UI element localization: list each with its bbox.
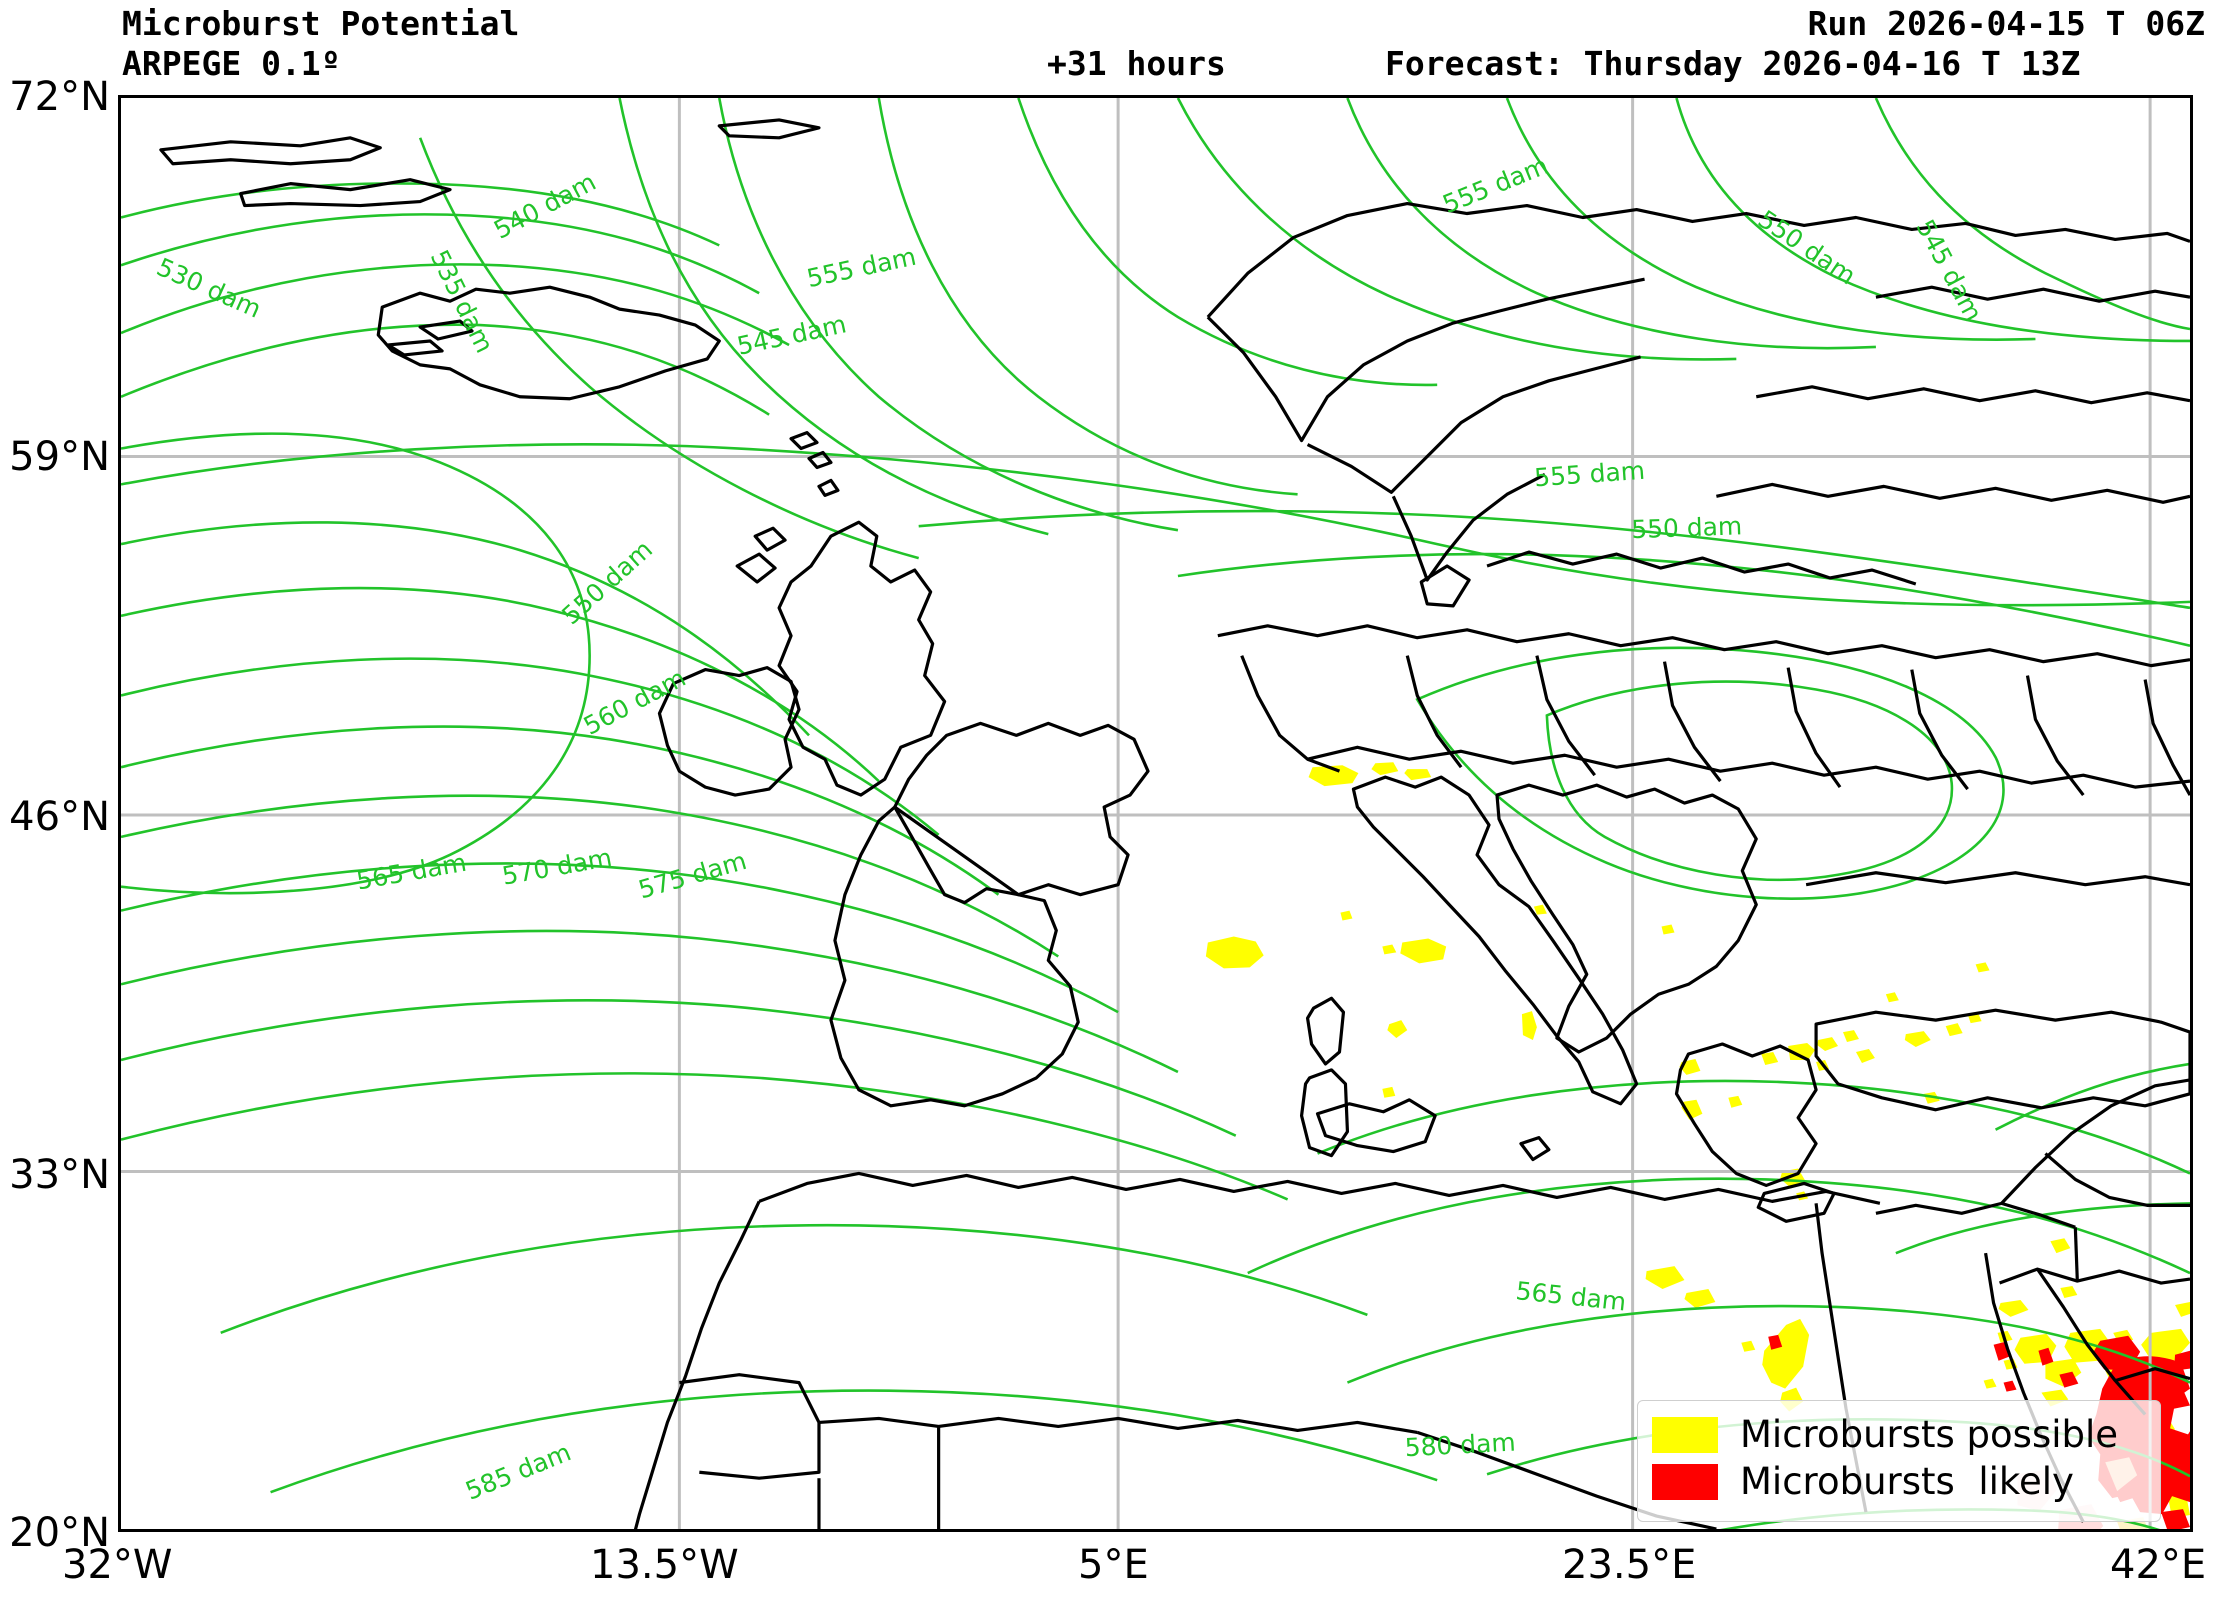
y-tick-20n: 20°N	[9, 1510, 110, 1556]
x-tick-235e: 23.5°E	[1562, 1542, 1697, 1588]
map-header: Microburst Potential ARPEGE 0.1º +31 hou…	[0, 0, 2233, 92]
x-tick-5e: 5°E	[1078, 1542, 1149, 1588]
y-tick-46n: 46°N	[9, 794, 110, 840]
contour-label: 550 dam	[1631, 511, 1743, 544]
x-tick-32w: 32°W	[62, 1542, 173, 1588]
coastlines-layer	[159, 118, 2190, 1529]
legend-item-possible: Microbursts possible	[1652, 1411, 2146, 1458]
y-tick-33n: 33°N	[9, 1152, 110, 1198]
forecast-time-label: Forecast: Thursday 2026-04-16 T 13Z	[1385, 44, 2081, 83]
contour-label: 545 dam	[734, 309, 848, 360]
contour-label: 575 dam	[635, 846, 750, 904]
lead-time-label: +31 hours	[1047, 44, 1226, 83]
contour-label: 555 dam	[804, 242, 918, 293]
contour-label: 560 dam	[579, 663, 691, 741]
legend-label-likely: Microbursts likely	[1740, 1460, 2074, 1503]
contour-labels: 530 dam 535 dam 540 dam 545 dam 555 dam …	[152, 151, 1988, 1506]
contour-label: 550 dam	[1753, 204, 1861, 290]
graticule	[121, 98, 2190, 1529]
contour-label: 550 dam	[556, 535, 658, 631]
map-plot-area[interactable]: 530 dam 535 dam 540 dam 545 dam 555 dam …	[118, 95, 2193, 1532]
yellow-swatch-icon	[1652, 1416, 1718, 1453]
page-title: Microburst Potential	[122, 4, 520, 43]
run-time-label: Run 2026-04-15 T 06Z	[1807, 4, 2205, 43]
x-tick-42e: 42°E	[2110, 1542, 2207, 1588]
map-svg: 530 dam 535 dam 540 dam 545 dam 555 dam …	[121, 98, 2190, 1529]
y-tick-59n: 59°N	[9, 434, 110, 480]
contour-lines	[121, 98, 2190, 1529]
red-swatch-icon	[1652, 1463, 1718, 1500]
map-legend: Microbursts possible Microbursts likely	[1637, 1400, 2161, 1522]
contour-label: 540 dam	[489, 167, 601, 245]
contour-label: 555 dam	[1533, 456, 1646, 493]
y-tick-72n: 72°N	[9, 74, 110, 120]
contour-label: 580 dam	[1404, 1428, 1516, 1463]
contour-label: 585 dam	[461, 1437, 575, 1505]
contour-label: 565 dam	[1514, 1276, 1627, 1316]
map-canvas: 530 dam 535 dam 540 dam 545 dam 555 dam …	[121, 98, 2190, 1529]
model-label: ARPEGE 0.1º	[122, 44, 341, 83]
legend-label-possible: Microbursts possible	[1740, 1413, 2119, 1456]
x-tick-135w: 13.5°W	[590, 1542, 739, 1588]
contour-label: 570 dam	[500, 843, 614, 891]
legend-item-likely: Microbursts likely	[1652, 1458, 2146, 1505]
contour-label: 530 dam	[152, 252, 265, 324]
contour-label: 535 dam	[425, 245, 500, 357]
contour-label: 565 dam	[354, 848, 468, 896]
